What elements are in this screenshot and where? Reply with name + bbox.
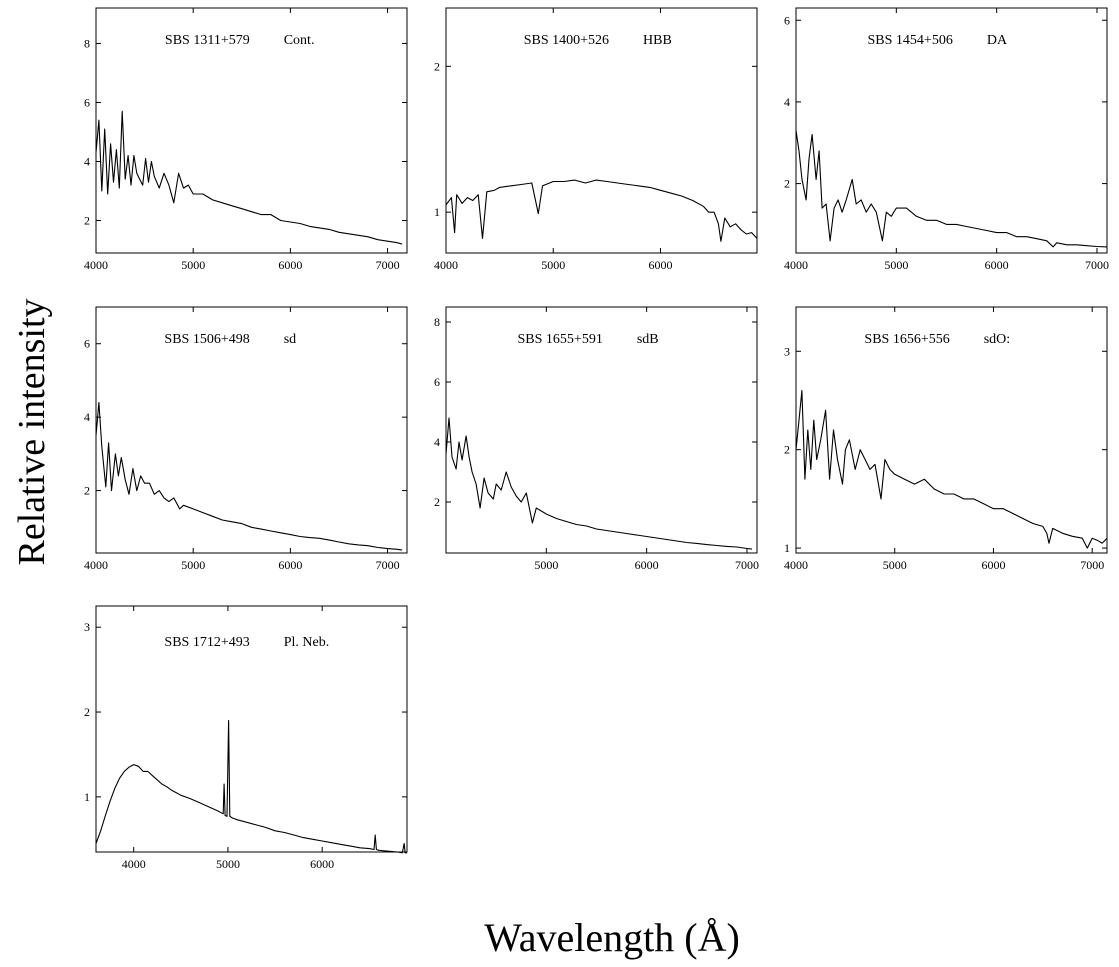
y-tick-label: 2 (84, 484, 90, 498)
y-tick-label: 2 (84, 214, 90, 228)
spectrum-panel: 4000 5000 6000 1 2 SBS 1400+526 HBB (434, 7, 758, 272)
x-tick-label: 6000 (635, 558, 659, 572)
object-name: SBS 1656+556 (864, 332, 949, 347)
y-tick-label: 4 (784, 95, 790, 109)
y-tick-label: 1 (84, 790, 90, 804)
spectrum-panel: 4000 5000 6000 1 2 3 SBS 1712+493 Pl. Neb. (84, 605, 408, 871)
spectral-class: sd (284, 332, 296, 347)
object-name: SBS 1311+579 (165, 33, 250, 48)
y-tick-label: 6 (84, 95, 90, 109)
y-tick-label: 6 (434, 375, 440, 389)
x-tick-label: 5000 (883, 558, 907, 572)
plot-frame (95, 7, 408, 254)
object-name: SBS 1712+493 (164, 635, 249, 650)
y-tick-label: 3 (84, 620, 90, 634)
spectrum-line (95, 401, 403, 551)
y-tick-label: 2 (434, 495, 440, 509)
x-tick-label: 4000 (84, 258, 108, 272)
x-tick-label: 6000 (981, 558, 1005, 572)
x-tick-label: 4000 (122, 857, 146, 871)
spectral-class: Pl. Neb. (284, 635, 330, 650)
spectrum-panel: 5000 6000 7000 2 4 6 8 SBS 1655+591 sdB (434, 306, 759, 572)
spectral-class: sdB (637, 332, 659, 347)
spectrum-line (95, 719, 407, 854)
y-tick-label: 2 (84, 705, 90, 719)
plot-frame (445, 7, 758, 254)
x-tick-label: 4000 (784, 258, 808, 272)
spectrum-line (445, 417, 753, 550)
spectral-class: DA (987, 33, 1008, 48)
x-tick-label: 4000 (434, 258, 458, 272)
object-name: SBS 1655+591 (518, 332, 603, 347)
spectrum-panel: 4000 5000 6000 7000 2 4 6 SBS 1506+498 sd (84, 306, 408, 572)
y-tick-label: 6 (784, 13, 790, 27)
y-tick-label: 8 (84, 36, 90, 50)
x-tick-label: 7000 (1080, 558, 1104, 572)
y-tick-label: 4 (84, 154, 90, 168)
object-name: SBS 1506+498 (164, 332, 249, 347)
x-axis-title: Wavelength (Å) (484, 915, 740, 960)
y-tick-label: 3 (784, 344, 790, 358)
x-tick-label: 5000 (181, 558, 205, 572)
y-tick-label: 2 (434, 59, 440, 73)
y-tick-label: 2 (784, 177, 790, 191)
x-tick-label: 4000 (84, 558, 108, 572)
x-tick-label: 4000 (784, 558, 808, 572)
plot-frame (795, 306, 1108, 554)
spectral-class: sdO: (984, 332, 1010, 347)
plot-frame (95, 605, 408, 853)
x-tick-label: 5000 (884, 258, 908, 272)
y-tick-label: 4 (434, 435, 440, 449)
y-tick-label: 6 (84, 337, 90, 351)
spectrum-line (95, 110, 403, 245)
x-tick-label: 5000 (216, 857, 240, 871)
y-tick-label: 1 (784, 541, 790, 555)
spectral-class: HBB (643, 33, 672, 48)
y-tick-label: 1 (434, 205, 440, 219)
x-tick-label: 7000 (376, 258, 400, 272)
x-tick-label: 7000 (1085, 258, 1109, 272)
x-tick-label: 5000 (181, 258, 205, 272)
y-tick-label: 8 (434, 315, 440, 329)
plot-frame (445, 306, 758, 554)
plot-frame (95, 306, 408, 554)
x-tick-label: 5000 (534, 558, 558, 572)
spectrum-panel: 4000 5000 6000 7000 1 2 3 SBS 1656+556 sdO: (784, 306, 1108, 572)
y-axis-title: Relative intensity (11, 298, 53, 565)
spectrum-line (795, 390, 1108, 549)
x-tick-label: 7000 (735, 558, 759, 572)
x-tick-label: 6000 (278, 258, 302, 272)
x-tick-label: 5000 (541, 258, 565, 272)
x-tick-label: 6000 (310, 857, 334, 871)
spectrum-panel: 4000 5000 6000 7000 2 4 6 SBS 1454+506 DA (784, 7, 1109, 272)
x-tick-label: 7000 (376, 558, 400, 572)
x-tick-label: 6000 (648, 258, 672, 272)
spectrum-line (445, 179, 758, 242)
x-tick-label: 6000 (278, 558, 302, 572)
object-name: SBS 1400+526 (524, 33, 609, 48)
object-name: SBS 1454+506 (868, 33, 953, 48)
y-tick-label: 4 (84, 410, 90, 424)
x-tick-label: 6000 (985, 258, 1009, 272)
y-tick-label: 2 (784, 443, 790, 457)
spectral-class: Cont. (284, 33, 315, 48)
spectrum-panel: 4000 5000 6000 7000 2 4 6 8 SBS 1311+579 Cont. (84, 7, 408, 272)
spectrum-line (795, 130, 1108, 248)
